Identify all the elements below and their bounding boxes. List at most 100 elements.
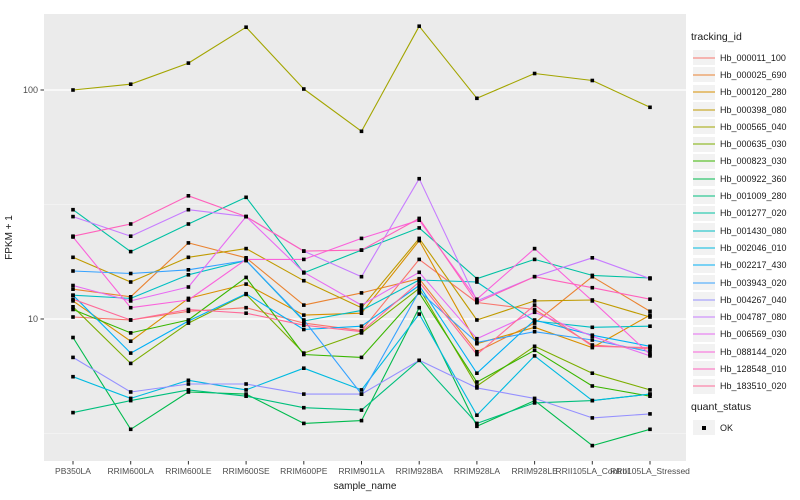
data-point [475,413,479,417]
y-axis-title: FPKM + 1 [4,215,15,260]
legend-title-quant-status: quant_status [691,401,752,413]
legend-item-label: OK [720,422,734,433]
data-point [128,299,133,303]
y-tick-label: 100 [23,85,38,95]
x-tick-label: PB350LA [55,466,91,476]
data-point [186,222,191,226]
data-point [475,280,479,284]
quant-status-legend-items: OK [693,419,799,436]
data-point [417,238,421,243]
data-point [475,352,479,357]
legend-item-label: Hb_002217_430 [720,260,787,271]
data-point [359,129,364,134]
data-point [186,298,191,302]
data-point [186,307,191,312]
data-point [244,257,248,262]
legend-item: Hb_000398_080 [693,101,799,118]
data-point [475,340,479,345]
data-point [302,323,306,327]
data-point [475,300,479,305]
data-point [244,291,248,296]
data-point [302,270,306,275]
data-point [302,352,306,357]
legend-key-swatch [693,67,715,83]
data-point [186,273,191,277]
legend-key-swatch [693,171,715,187]
data-point [128,339,133,343]
data-point [71,305,75,309]
legend-item-label: Hb_000025_690 [720,69,787,80]
data-point [128,390,133,394]
x-tick-label: RRIM928LA [454,466,501,476]
data-point [186,382,191,386]
data-point [648,315,652,319]
data-point [71,234,75,238]
x-tick-label: RRIM928BA [396,466,444,476]
data-point [648,427,652,432]
data-point [590,325,595,330]
legend-line-icon [693,126,715,128]
data-point [590,334,595,339]
data-point [302,313,306,317]
data-point [532,310,537,315]
data-point [417,312,421,316]
legend-item: Hb_000025_690 [693,66,799,83]
x-tick-label: RRIM600LE [165,466,212,476]
data-point [359,236,364,241]
data-point [648,345,652,350]
legend-item: Hb_000565_040 [693,118,799,135]
legend-item: Hb_004787_080 [693,308,799,325]
x-axis-title: sample_name [334,481,397,492]
data-point [244,246,248,251]
data-point [590,273,595,278]
data-point [359,392,364,396]
tracking-id-legend-items: Hb_000011_100 Hb_000025_690 Hb_000120_280 H… [693,49,799,395]
data-point [302,303,306,307]
data-point [128,361,133,366]
data-point [244,388,248,392]
legend-key-swatch [693,223,715,239]
data-point [244,282,248,286]
data-point [475,297,479,301]
legend-item: OK [693,419,799,436]
legend-key-swatch [693,309,715,325]
data-point [359,418,364,423]
legend-line-icon [693,230,715,232]
data-point [475,421,479,426]
legend-item: Hb_183510_020 [693,378,799,395]
data-point [417,236,421,241]
legend-key-swatch [693,188,715,204]
x-tick-label: RRIM600PE [280,466,328,476]
legend-item: Hb_006569_030 [693,326,799,343]
legend-item: Hb_004267_040 [693,291,799,308]
data-point [532,318,537,322]
legend-key-swatch [693,420,715,436]
legend-line-icon [693,195,715,197]
data-point [417,286,421,291]
data-point [359,324,364,328]
legend-item-label: Hb_003943_020 [720,277,787,288]
data-point [302,249,306,253]
data-point [71,207,75,212]
data-point [128,398,133,403]
data-point [590,371,595,375]
data-point [186,268,191,272]
legend-line-icon [693,385,715,387]
legend-line-icon [693,109,715,111]
x-tick-label: RRII105LA_Stressed [610,466,690,476]
data-point [475,349,479,354]
legend-key-swatch [693,361,715,377]
data-point [128,82,133,86]
data-point [475,380,479,384]
data-point [71,287,75,291]
legend-key-swatch [693,153,715,169]
legend-line-icon [693,212,715,214]
data-point [417,176,421,181]
data-point [186,388,191,392]
legend-item-label: Hb_006569_030 [720,329,787,340]
x-tick-label: RRIM928LE [511,466,558,476]
data-point [417,280,421,284]
data-point [359,355,364,360]
data-point [71,335,75,340]
data-point [475,318,479,322]
